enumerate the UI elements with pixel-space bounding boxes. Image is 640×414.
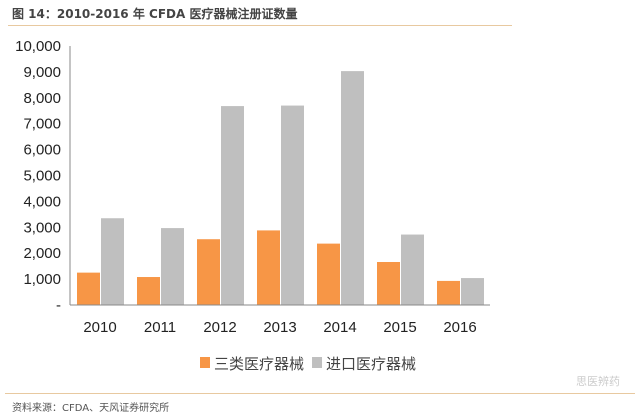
y-tick-label: 8,000 [23,90,61,107]
bar-2014-series-0 [317,243,340,305]
x-tick-label: 2015 [383,319,416,336]
x-tick-label: 2013 [263,319,296,336]
y-tick-label: 6,000 [23,142,61,159]
footer-divider [5,393,635,394]
title-divider [8,25,512,26]
bar-2011-series-0 [137,277,160,305]
legend-swatch-1 [312,357,323,368]
bar-2012-series-0 [197,239,220,305]
bar-2015-series-1 [401,234,424,305]
y-tick-label: 7,000 [23,116,61,133]
x-tick-label: 2016 [443,319,476,336]
bar-2015-series-0 [377,262,400,305]
bar-2013-series-0 [257,230,280,305]
y-tick-label: 2,000 [23,245,61,262]
watermark-logo: 思医辨药 [576,374,620,388]
bar-2016-series-0 [437,280,460,305]
figure-title: 图 14：2010-2016 年 CFDA 医疗器械注册证数量 [12,7,298,21]
source-note: 资料来源：CFDA、天风证券研究所 [12,403,170,414]
legend-label-1: 进口医疗器械 [326,355,416,373]
bar-2011-series-1 [161,228,184,305]
y-tick-label: 1,000 [23,271,61,288]
y-tick-label: 9,000 [23,64,61,81]
bar-2010-series-0 [77,272,100,305]
x-tick-label: 2010 [83,319,116,336]
legend-label-0: 三类医疗器械 [214,355,304,373]
x-tick-label: 2011 [144,319,176,336]
x-tick-label: 2012 [203,319,236,336]
bar-2014-series-1 [341,71,364,305]
y-tick-label: 3,000 [23,219,61,236]
y-tick-label: 10,000 [15,38,61,55]
x-tick-label: 2014 [323,319,356,336]
bar-2013-series-1 [281,105,304,305]
bar-2012-series-1 [221,106,244,305]
bar-2010-series-1 [101,218,124,305]
y-tick-label: 4,000 [23,193,61,210]
y-tick-label: - [56,297,61,314]
bar-2016-series-1 [461,278,484,305]
y-tick-label: 5,000 [23,168,61,185]
legend-swatch-0 [200,357,210,368]
